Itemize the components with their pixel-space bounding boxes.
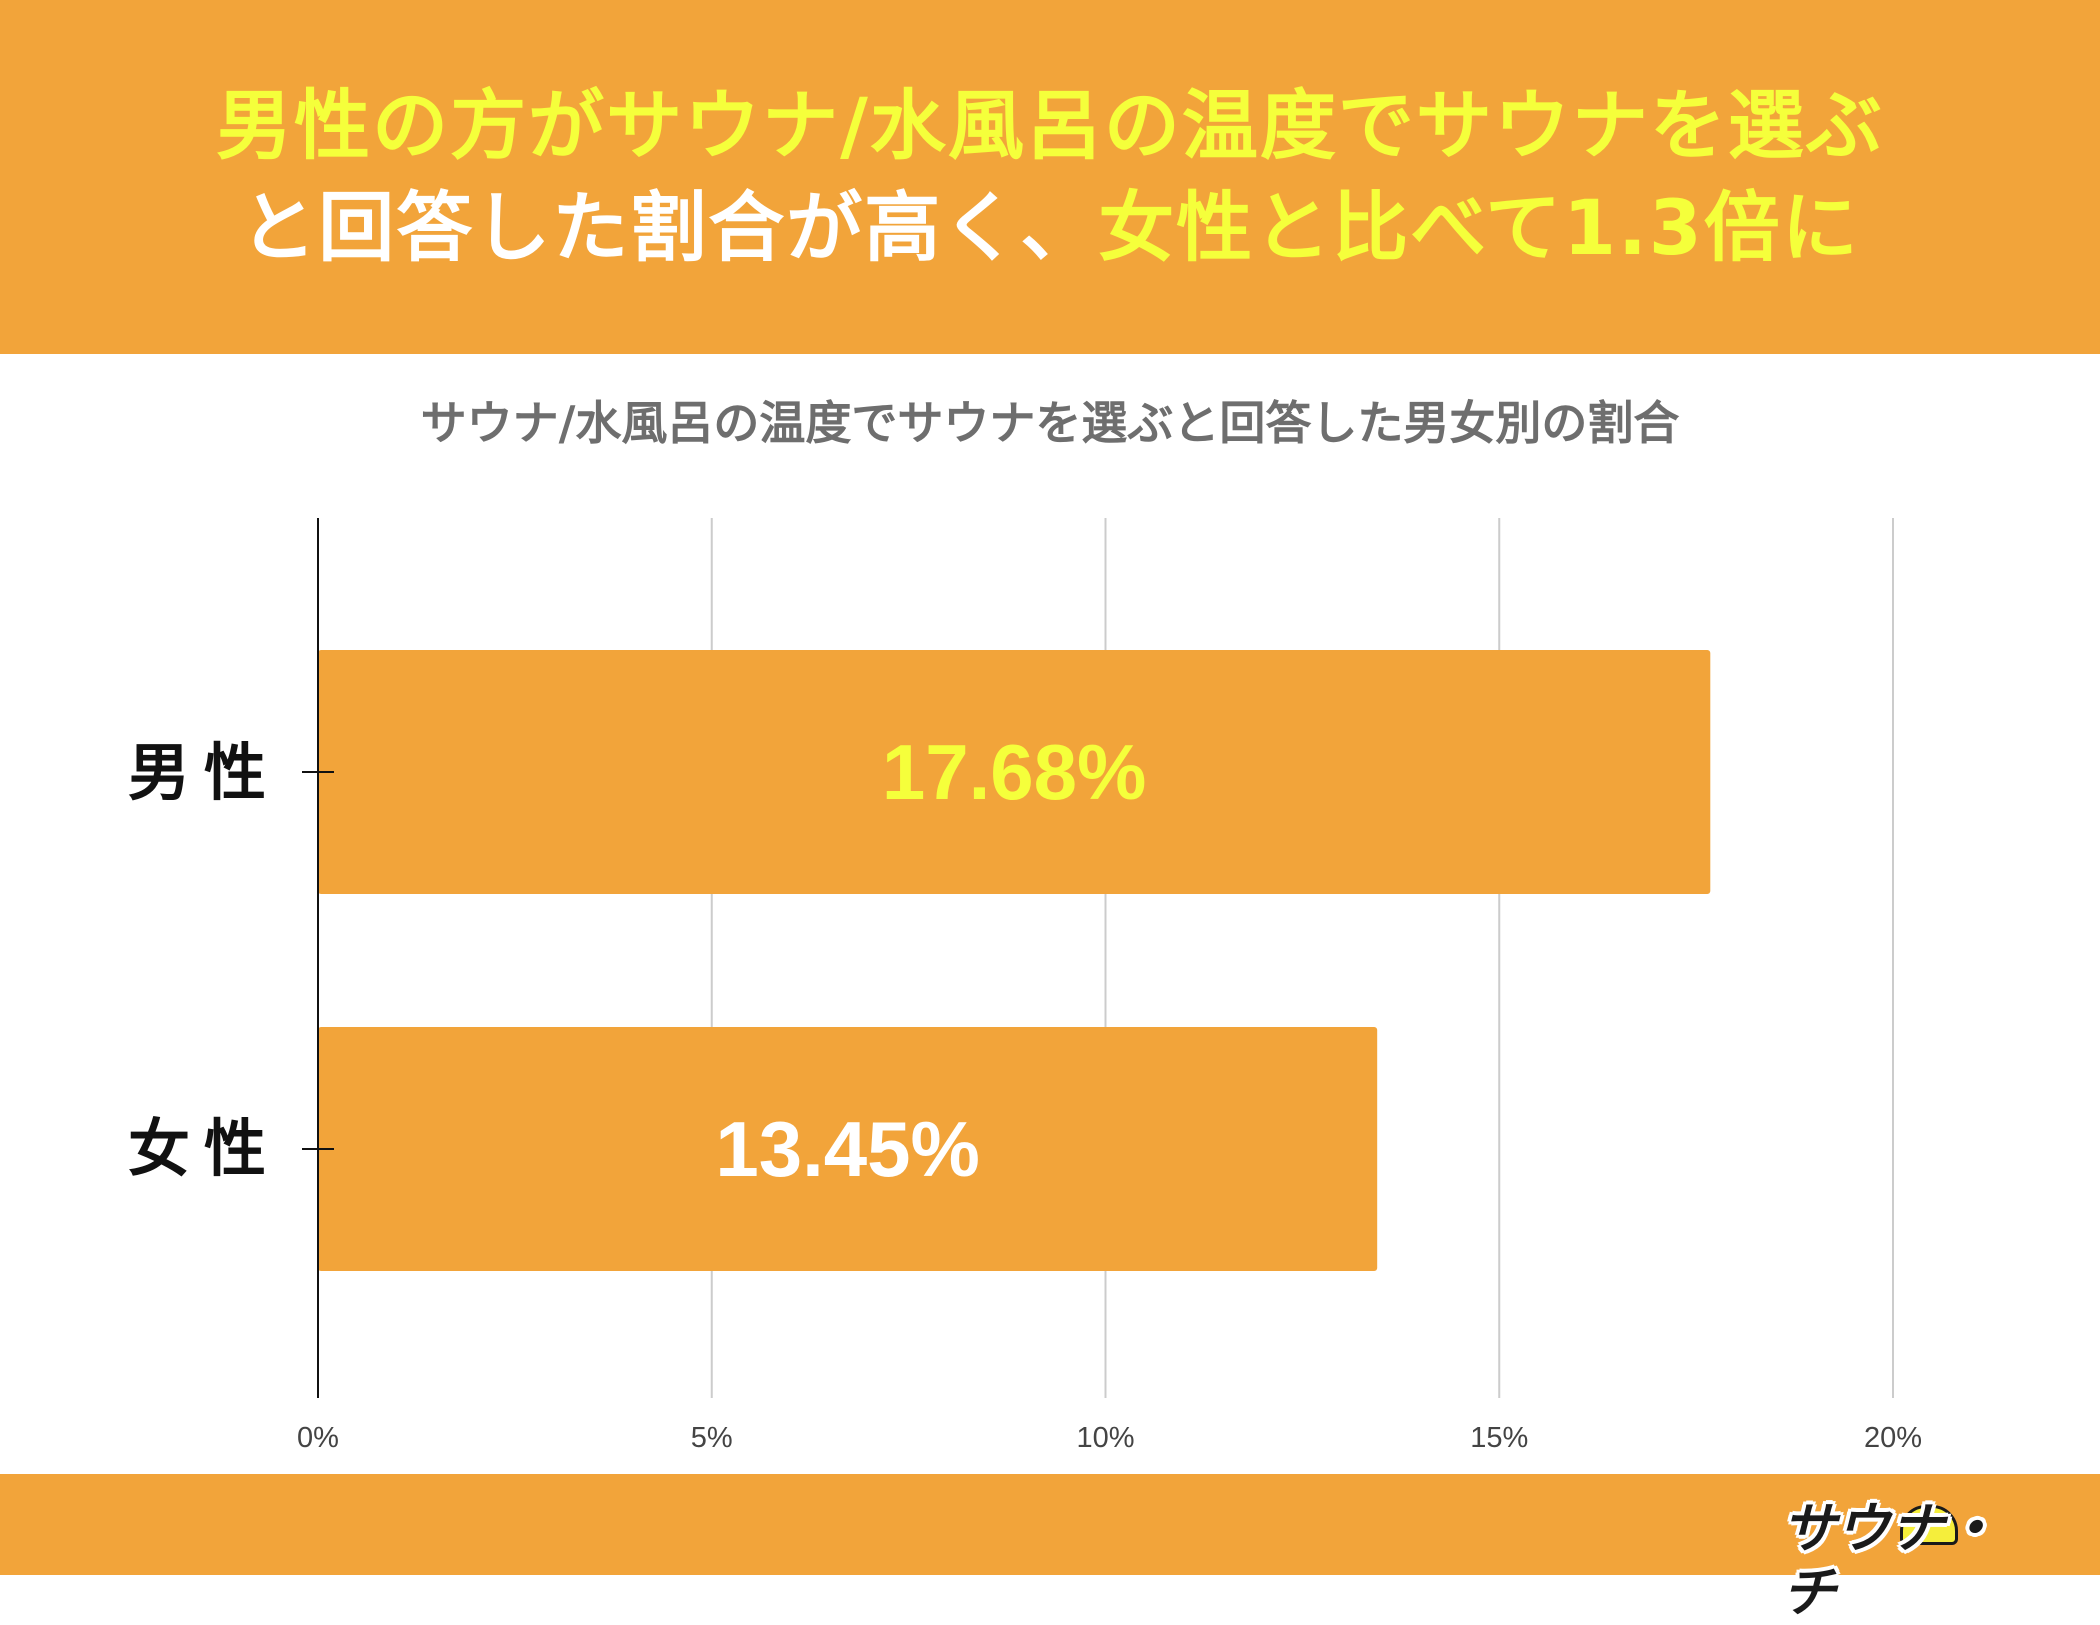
headline-line-2: と回答した割合が高く、女性と比べて1.3倍に bbox=[0, 190, 2100, 266]
brand-logo-text: サウナ・チ bbox=[1782, 1497, 1998, 1624]
chart-title: サウナ/水風呂の温度でサウナを選ぶと回答した男女別の割合 bbox=[420, 396, 1680, 450]
bar-male bbox=[318, 650, 1711, 894]
bar-value-label-female: 13.45% bbox=[715, 1105, 980, 1193]
headline-line-2-yellow: 女性と比べて1.3倍に bbox=[1098, 183, 1860, 272]
x-tick-label: 0% bbox=[297, 1422, 339, 1454]
x-tick-label: 5% bbox=[690, 1422, 733, 1454]
category-label-female: 女性 bbox=[128, 1112, 281, 1185]
sauna-mascot-icon bbox=[1900, 1505, 1958, 1545]
headline-line-1-text: 男性の方がサウナ/水風呂の温度でサウナを選ぶ bbox=[216, 81, 1884, 170]
headline-line-2-white: と回答した割合が高く、 bbox=[240, 183, 1099, 272]
x-tick-label: 15% bbox=[1470, 1422, 1529, 1454]
footer-banner bbox=[0, 1474, 2100, 1575]
x-tick-label: 20% bbox=[1863, 1422, 1923, 1454]
headline-line-1: 男性の方がサウナ/水風呂の温度でサウナを選ぶ bbox=[0, 88, 2100, 164]
bar-value-label-male: 17.68% bbox=[881, 728, 1147, 816]
category-label-male: 男性 bbox=[128, 736, 281, 809]
headline-banner bbox=[0, 0, 2100, 354]
bar-female bbox=[318, 1027, 1378, 1271]
brand-logo: サウナ・チ bbox=[1782, 1497, 2042, 1624]
x-tick-label: 10% bbox=[1076, 1422, 1135, 1454]
bar-chart-plot bbox=[302, 518, 1894, 1398]
